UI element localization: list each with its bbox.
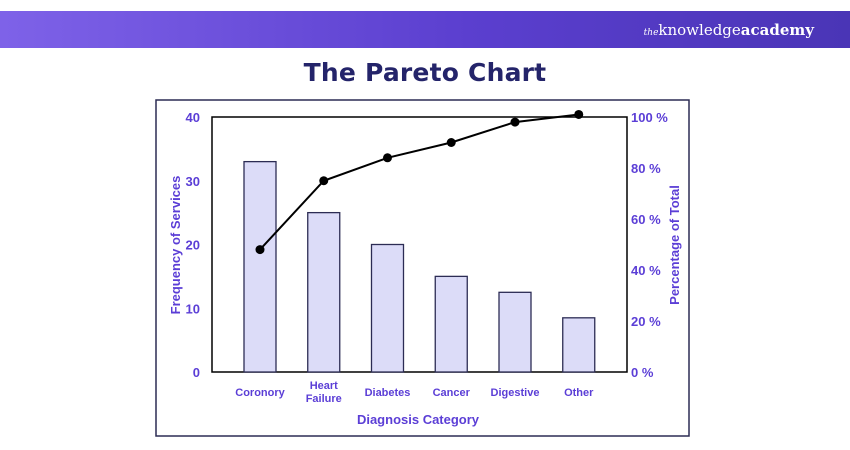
y-axis-label: Frequency of Services [168,176,183,315]
y-tick-label: 40 [186,110,200,125]
brand-logo: theknowledgeacademy [644,20,814,43]
left-axis-ticks: 0 10 20 30 40 [186,110,200,380]
x-tick-label: Other [564,387,594,399]
cumulative-point [255,245,265,255]
page-title: The Pareto Chart [303,58,547,87]
brand-academy-text: academy [740,21,814,39]
cumulative-point [383,153,392,163]
y2-tick-label: 20 % [631,314,661,329]
cumulative-line [259,113,579,251]
bar [498,291,532,373]
bar [370,243,405,373]
right-axis-ticks: 0 % 20 % 40 % 60 % 80 % 100 % [631,110,668,380]
x-tick-label: Cancer [433,387,471,399]
x-tick-label: Diabetes [365,387,411,399]
bar [434,275,468,373]
x-tick-label: Digestive [491,387,540,399]
cumulative-point [319,176,329,186]
y2-tick-label: 60 % [631,212,661,227]
y2-tick-label: 40 % [631,263,661,278]
plot-area-border [211,116,628,373]
top-banner: theknowledgeacademy [0,11,850,48]
x-tick-label: Failure [306,393,342,405]
x-tick-label: Heart [310,380,338,392]
cumulative-point [446,138,456,147]
cumulative-point [574,109,584,119]
brand-the-text: the [643,28,659,38]
bar [243,160,277,373]
y2-axis-label: Percentage of Total [667,185,682,305]
x-tick-label: Coronory [235,387,285,399]
plot-area [211,116,628,373]
bar [562,317,596,373]
x-axis-label: Diagnosis Category [357,412,480,427]
y2-tick-label: 80 % [631,161,661,176]
y2-tick-label: 100 % [631,110,668,125]
bar [307,211,341,373]
y2-tick-label: 0 % [631,365,654,380]
bars-group [243,160,596,373]
chart-frame [155,99,690,437]
brand-knowledge-text: knowledge [658,21,741,39]
y-tick-label: 0 [193,365,200,380]
cumulative-line-group [255,109,584,255]
y-tick-label: 20 [186,238,200,253]
y-tick-label: 10 [186,301,200,316]
cumulative-point [510,117,520,127]
y-tick-label: 30 [186,174,200,189]
